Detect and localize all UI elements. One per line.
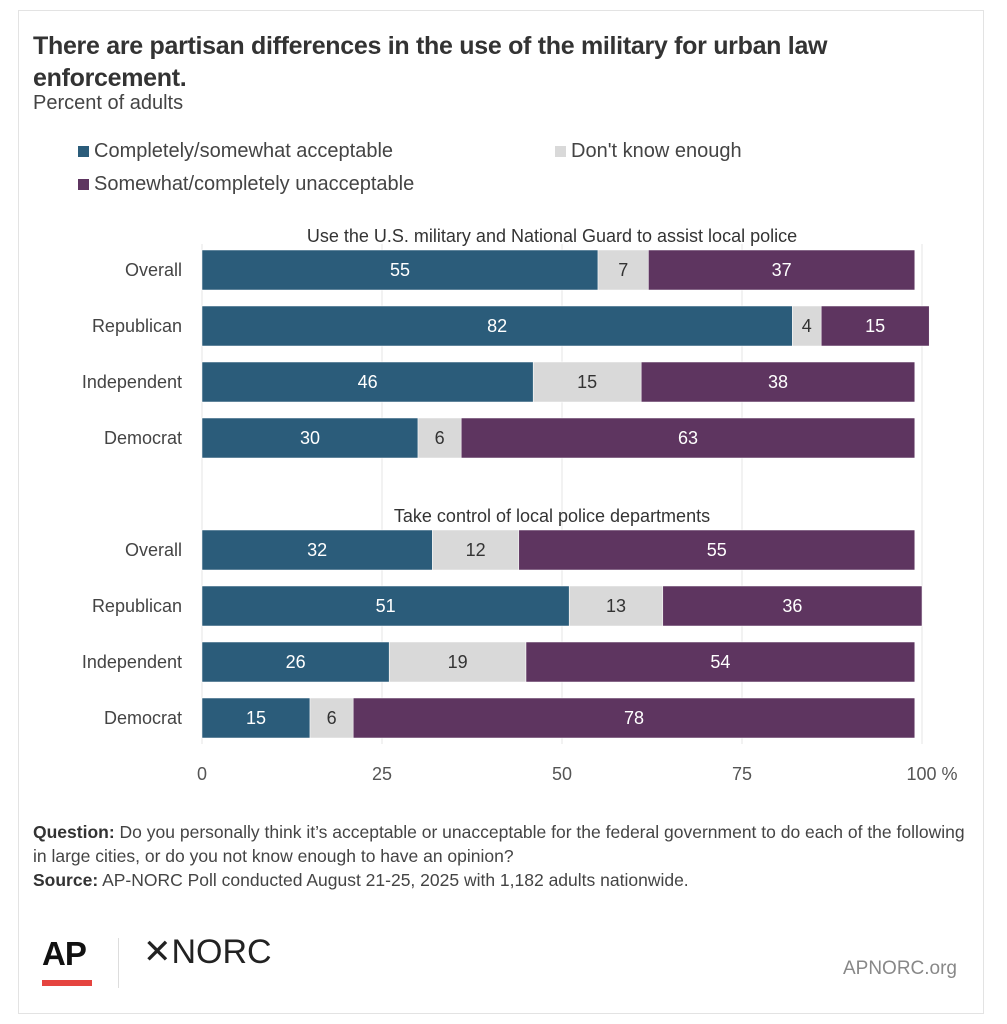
bar-segment: [201, 641, 390, 683]
data-label: 6: [435, 428, 445, 448]
chart-title: There are partisan differences in the us…: [33, 32, 828, 92]
bar-segment: [432, 529, 520, 571]
legend-swatch: [78, 146, 89, 157]
legend-item-dont-know: Don't know enough: [555, 140, 742, 163]
category-label: Republican: [92, 596, 182, 616]
panel-title: Take control of local police departments: [394, 506, 710, 526]
data-label: 78: [624, 708, 644, 728]
x-tick-label: 75: [732, 764, 752, 784]
legend-label: Somewhat/completely unacceptable: [94, 173, 415, 195]
bar-segment: [201, 361, 534, 403]
data-label: 15: [865, 316, 885, 336]
data-label: 63: [678, 428, 698, 448]
norc-logo: ✕NORC: [143, 932, 272, 972]
data-label: 54: [710, 652, 730, 672]
data-label: 12: [466, 540, 486, 560]
category-label: Independent: [82, 372, 182, 392]
site-link[interactable]: APNORC.org: [842, 958, 957, 979]
data-label: 6: [327, 708, 337, 728]
norc-text: NORC: [171, 933, 272, 971]
legend-swatch: [555, 146, 566, 157]
source-label: Source:: [33, 870, 99, 890]
legend-label: Don't know enough: [571, 140, 742, 162]
bar-segment: [201, 585, 570, 627]
data-label: 15: [246, 708, 266, 728]
bar-segment: [648, 249, 916, 291]
question-label: Question:: [33, 822, 115, 842]
bar-segment: [460, 417, 916, 459]
bar-segment: [417, 417, 462, 459]
bar-segment: [525, 641, 916, 683]
data-label: 4: [802, 316, 812, 336]
bar-segment: [820, 305, 930, 347]
x-tick-label: 25: [372, 764, 392, 784]
legend-label: Completely/somewhat acceptable: [94, 140, 394, 162]
bar-segment: [201, 249, 599, 291]
legend-item-acceptable: Completely/somewhat acceptable: [78, 140, 393, 163]
bar-segment: [352, 697, 916, 739]
bar-segment: [309, 697, 354, 739]
x-tick-label: 100 %: [906, 764, 957, 784]
data-label: 36: [782, 596, 802, 616]
data-label: 13: [606, 596, 626, 616]
category-label: Democrat: [104, 428, 182, 448]
bar-segment: [201, 305, 793, 347]
data-label: 55: [707, 540, 727, 560]
data-label: 55: [390, 260, 410, 280]
source-text: AP-NORC Poll conducted August 21-25, 202…: [102, 870, 689, 890]
bar-chart: 0 25 50 75 100 % Use the U.S. military and Na…: [82, 226, 958, 784]
x-tick-label: 0: [197, 764, 207, 784]
bar-segment: [518, 529, 916, 571]
bar-segment: [201, 529, 433, 571]
data-label: 26: [286, 652, 306, 672]
bar-segment: [640, 361, 916, 403]
footnote: Question: Do you personally think it’s a…: [33, 820, 973, 892]
bar-segment: [568, 585, 664, 627]
category-label: Democrat: [104, 708, 182, 728]
ap-logo: AP: [42, 935, 87, 972]
chart-subtitle: Percent of adults: [33, 92, 184, 114]
category-label: Overall: [125, 260, 182, 280]
category-label: Republican: [92, 316, 182, 336]
data-label: 37: [772, 260, 792, 280]
card-border: [18, 10, 984, 1014]
bar-segment: [388, 641, 527, 683]
data-label: 46: [358, 372, 378, 392]
data-label: 38: [768, 372, 788, 392]
x-tick-label: 50: [552, 764, 572, 784]
data-label: 51: [376, 596, 396, 616]
category-label: Overall: [125, 540, 182, 560]
data-label: 32: [307, 540, 327, 560]
bar-segment: [662, 585, 923, 627]
bar-segment: [532, 361, 642, 403]
panel-title: Use the U.S. military and National Guard…: [307, 226, 797, 246]
bar-segment: [597, 249, 649, 291]
logo-divider: [118, 938, 119, 988]
ap-logo-bar: [42, 980, 92, 986]
question-text: Do you personally think it’s acceptable …: [33, 822, 965, 866]
category-label: Independent: [82, 652, 182, 672]
data-label: 82: [487, 316, 507, 336]
data-label: 30: [300, 428, 320, 448]
data-label: 19: [448, 652, 468, 672]
data-label: 15: [577, 372, 597, 392]
norc-mark-icon: ✕: [143, 933, 172, 971]
bar-segment: [201, 417, 419, 459]
data-label: 7: [618, 260, 628, 280]
bar-segment: [201, 697, 311, 739]
legend-item-unacceptable: Somewhat/completely unacceptable: [78, 173, 414, 196]
legend-swatch: [78, 179, 89, 190]
